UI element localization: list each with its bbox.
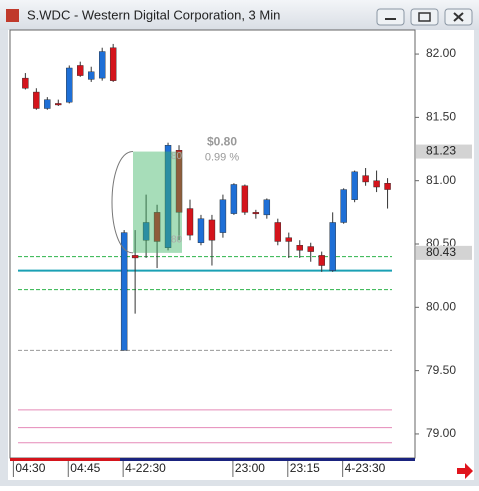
candle-body	[175, 150, 183, 213]
candle-body	[208, 219, 216, 241]
candle-body	[263, 199, 271, 216]
candle-body	[362, 175, 369, 183]
candle-body	[285, 237, 292, 242]
candle-body	[98, 51, 106, 79]
maximize-button[interactable]	[410, 8, 439, 26]
price-marker-bg	[416, 144, 472, 159]
app-icon	[6, 9, 19, 22]
candle-body	[44, 99, 51, 109]
candle-body	[88, 71, 95, 80]
x-tick-label: 23:00	[235, 461, 265, 475]
measure-label: 80	[171, 235, 183, 246]
measure-arc	[111, 151, 134, 254]
candle-body	[131, 255, 139, 259]
x-tick-label: 23:15	[290, 461, 320, 475]
price-marker-label: 81.23	[426, 144, 456, 158]
candle-body	[351, 171, 358, 200]
candle-body	[219, 199, 227, 233]
y-tick-label: 81.00	[426, 173, 456, 187]
candle-body	[153, 212, 161, 242]
candle-body	[66, 67, 73, 103]
candle-body	[164, 145, 172, 248]
measure-label: 80	[171, 151, 183, 162]
candle-body	[329, 222, 336, 271]
window-title: S.WDC - Western Digital Corporation, 3 M…	[27, 7, 280, 22]
candle-body	[318, 255, 325, 266]
y-tick-label: 79.50	[426, 363, 456, 377]
x-tick-label: 04:30	[15, 461, 45, 475]
price-marker-label: 80.43	[426, 245, 456, 259]
candle-body	[33, 91, 40, 109]
candle-body	[274, 222, 282, 242]
y-tick-label: 82.00	[426, 46, 456, 60]
minimize-button[interactable]	[376, 8, 405, 26]
scroll-arrow[interactable]	[457, 463, 473, 479]
candle-body	[230, 184, 238, 214]
measure-box	[133, 151, 182, 253]
maximize-icon	[418, 12, 431, 22]
x-tick-label: 4-23:30	[345, 461, 386, 475]
candle-body	[55, 103, 62, 106]
candle-body	[77, 65, 84, 76]
candle-body	[120, 232, 128, 351]
candle-body	[384, 183, 391, 190]
price-marker-bg	[416, 245, 472, 260]
candle-body	[197, 218, 205, 243]
candle-body	[252, 212, 260, 215]
candle-body	[186, 208, 194, 236]
y-tick-label: 81.50	[426, 110, 456, 124]
candle-body	[142, 222, 150, 241]
candle-body	[109, 47, 117, 81]
candle-body	[22, 77, 29, 89]
candle-body	[307, 246, 314, 252]
x-tick-label: 4-22:30	[125, 461, 166, 475]
candle-body	[340, 189, 347, 223]
candle-body	[241, 185, 249, 213]
plot-frame	[9, 29, 416, 459]
session-bar	[10, 458, 120, 461]
y-tick-label: 79.00	[426, 426, 456, 440]
x-tick-label: 04:45	[70, 461, 100, 475]
measure-change: $0.80	[207, 135, 237, 149]
y-tick-label: 80.00	[426, 299, 456, 313]
candle-body	[373, 180, 380, 188]
close-icon	[453, 12, 464, 22]
session-bar	[120, 458, 415, 461]
candle-body	[296, 245, 303, 251]
measure-percent: 0.99 %	[205, 151, 239, 163]
